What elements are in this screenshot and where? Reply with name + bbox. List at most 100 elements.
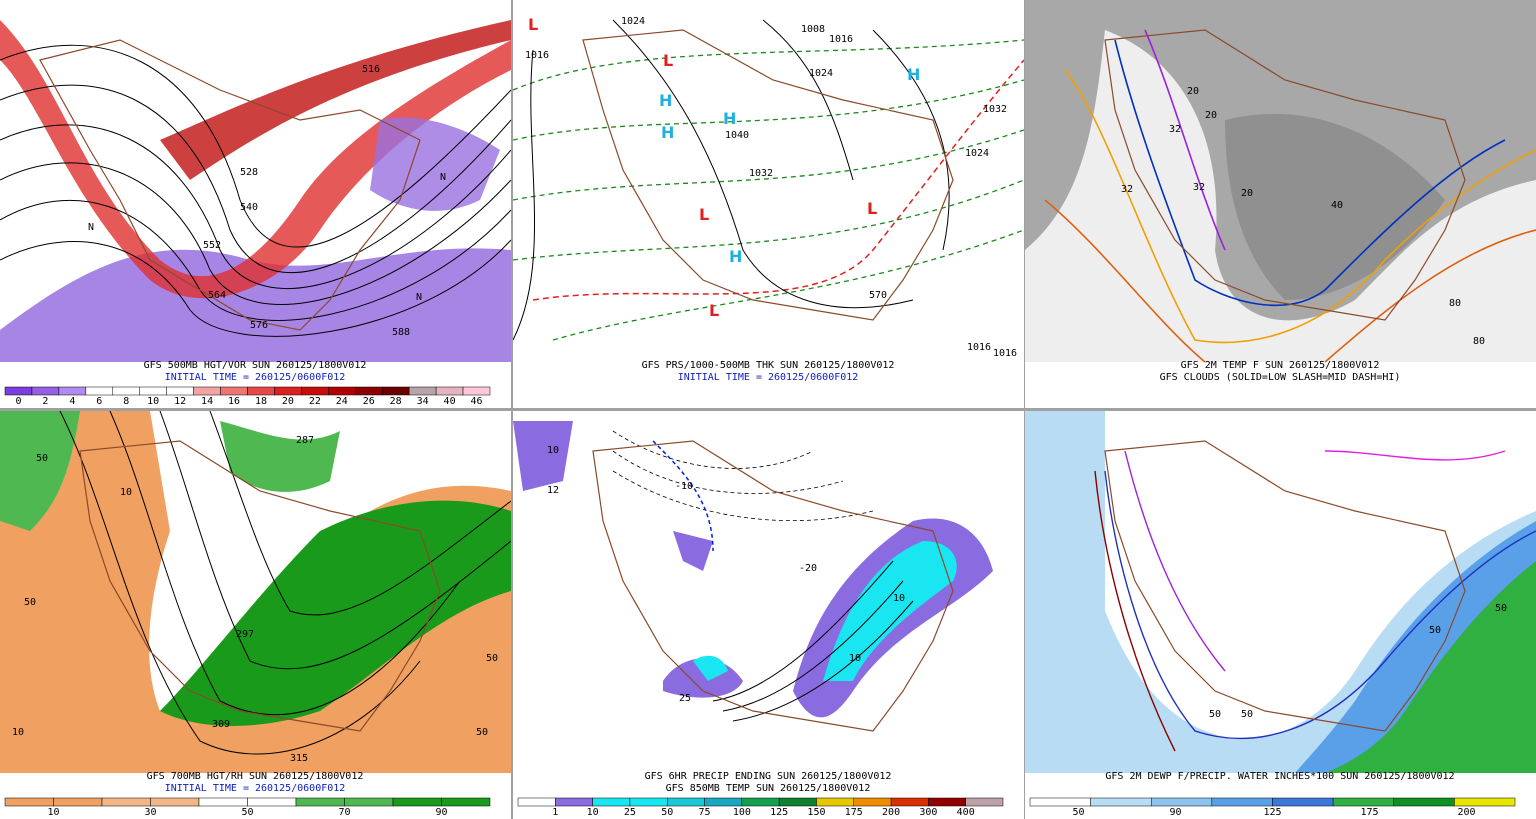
panel-500mb: 516 528 540 552 564 576 588 N N N GFS 50… — [0, 0, 511, 408]
colorbar-swatch — [112, 386, 140, 396]
colorbar-swatch — [301, 386, 329, 396]
isotherm-zero — [652, 440, 714, 552]
colorbar-swatch — [965, 797, 1004, 807]
caption: INITIAL TIME = 260125/0600F012 — [165, 372, 346, 383]
colorbar-label: 26 — [363, 396, 375, 407]
rh-moist — [0, 411, 340, 531]
isotherms-below-zero — [612, 430, 874, 522]
precip-area — [823, 541, 957, 681]
thickness-570 — [532, 59, 1024, 301]
coastline — [582, 29, 954, 321]
isobar-label: 1016 — [829, 34, 853, 45]
colorbar-label: 400 — [957, 807, 975, 818]
colorbar-label: 125 — [770, 807, 788, 818]
dewpoint-label: 50 — [1429, 625, 1441, 636]
pw-high — [1325, 561, 1536, 773]
isotherm-label: -20 — [799, 563, 817, 574]
isotherms — [1044, 29, 1536, 363]
panel-svg: 50 10 50 10 50 287 297 309 315 50 GFS 70… — [0, 411, 511, 818]
colorbar-label: 24 — [336, 396, 348, 407]
colorbar-label: 20 — [282, 396, 294, 407]
caption: GFS 850MB TEMP SUN 260125/1800V012 — [666, 783, 871, 794]
colorbar-label: 125 — [1263, 807, 1281, 818]
colorbar-swatch — [220, 386, 248, 396]
colorbar-swatch — [4, 386, 33, 396]
colorbar-label: 200 — [882, 807, 900, 818]
colorbar-swatch — [1393, 797, 1455, 807]
colorbar-label: 6 — [96, 396, 102, 407]
colorbar-swatch — [890, 797, 929, 807]
precip-area — [693, 655, 728, 681]
caption: GFS 2M DEWP F/PRECIP. WATER INCHES*100 S… — [1105, 771, 1454, 782]
colorbar-swatch — [31, 386, 60, 396]
colorbar-label: 1 — [552, 807, 558, 818]
colorbar-swatch — [355, 386, 383, 396]
colorbar-label: 34 — [417, 396, 429, 407]
colorbar-swatch — [247, 386, 275, 396]
rh-label: 50 — [486, 653, 498, 664]
colorbar-label: 100 — [733, 807, 751, 818]
contour-label: 516 — [362, 64, 380, 75]
dewpoint-label: 50 — [1495, 603, 1507, 614]
contour-label: 309 — [212, 719, 230, 730]
colorbar-swatch — [247, 797, 297, 807]
colorbar-swatch — [101, 797, 151, 807]
caption: GFS CLOUDS (SOLID=LOW SLASH=MID DASH=HI) — [1160, 372, 1401, 383]
colorbar-swatch — [1211, 797, 1273, 807]
contour-label: 528 — [240, 167, 258, 178]
colorbar-label: 0 — [15, 396, 21, 407]
contour-label: 588 — [392, 327, 410, 338]
isotherm-label: 32 — [1193, 182, 1205, 193]
rh-label: 10 — [120, 487, 132, 498]
contours — [59, 411, 511, 755]
isobar-label: 1024 — [965, 148, 989, 159]
contour-label: 552 — [203, 240, 221, 251]
isobar-label: 1024 — [809, 68, 833, 79]
colorbar-label: 200 — [1457, 807, 1475, 818]
colorbar-swatch — [741, 797, 780, 807]
colorbar-swatch — [193, 386, 221, 396]
dewpoint-label: 50 — [1241, 709, 1253, 720]
isotherm-label: 20 — [1241, 188, 1253, 199]
colorbar-label: 2 — [42, 396, 48, 407]
colorbar-label: 75 — [699, 807, 711, 818]
vorticity-area — [160, 20, 511, 180]
rh-label: 50 — [24, 597, 36, 608]
colorbar-swatch — [392, 797, 442, 807]
colorbar-swatch — [53, 797, 103, 807]
colorbar-swatch — [295, 797, 345, 807]
dewpoint-label: 50 — [1209, 709, 1221, 720]
colorbar-label: 22 — [309, 396, 321, 407]
colorbar-swatch — [408, 386, 437, 396]
rh-label: 50 — [36, 453, 48, 464]
colorbar-label: 30 — [144, 807, 156, 818]
colorbar-label: 40 — [444, 396, 456, 407]
colorbar-swatch — [1151, 797, 1213, 807]
coastline — [1104, 29, 1466, 321]
high-symbol: H — [723, 109, 736, 128]
contour-label: 540 — [240, 202, 258, 213]
colorbar-swatch — [1332, 797, 1394, 807]
colorbar-swatch — [778, 797, 817, 807]
caption: GFS 6HR PRECIP ENDING SUN 260125/1800V01… — [645, 771, 892, 782]
colorbar-swatch — [1454, 797, 1516, 807]
colorbar-swatch — [666, 797, 705, 807]
colorbar-swatch — [592, 797, 631, 807]
colorbar-label: 175 — [1360, 807, 1378, 818]
vorticity-area — [370, 117, 500, 211]
colorbar-swatch — [555, 797, 593, 807]
isobar-label: 1008 — [801, 24, 825, 35]
isobar-label: 1040 — [725, 130, 749, 141]
caption: GFS 2M TEMP F SUN 260125/1800V012 — [1181, 360, 1380, 371]
colorbar-label: 18 — [255, 396, 267, 407]
colorbar-swatch — [704, 797, 743, 807]
contour-label: 287 — [296, 435, 314, 446]
contour-label: 564 — [208, 290, 226, 301]
colorbar-label: 10 — [587, 807, 599, 818]
high-symbol: H — [661, 123, 674, 142]
colorbar-label: 12 — [174, 396, 186, 407]
panel-svg: 50 50 50 50 GFS 2M DEWP F/PRECIP. WATER … — [1025, 411, 1536, 818]
colorbar-swatch — [629, 797, 668, 807]
colorbar-swatch — [58, 386, 87, 396]
colorbar-label: 90 — [1169, 807, 1181, 818]
